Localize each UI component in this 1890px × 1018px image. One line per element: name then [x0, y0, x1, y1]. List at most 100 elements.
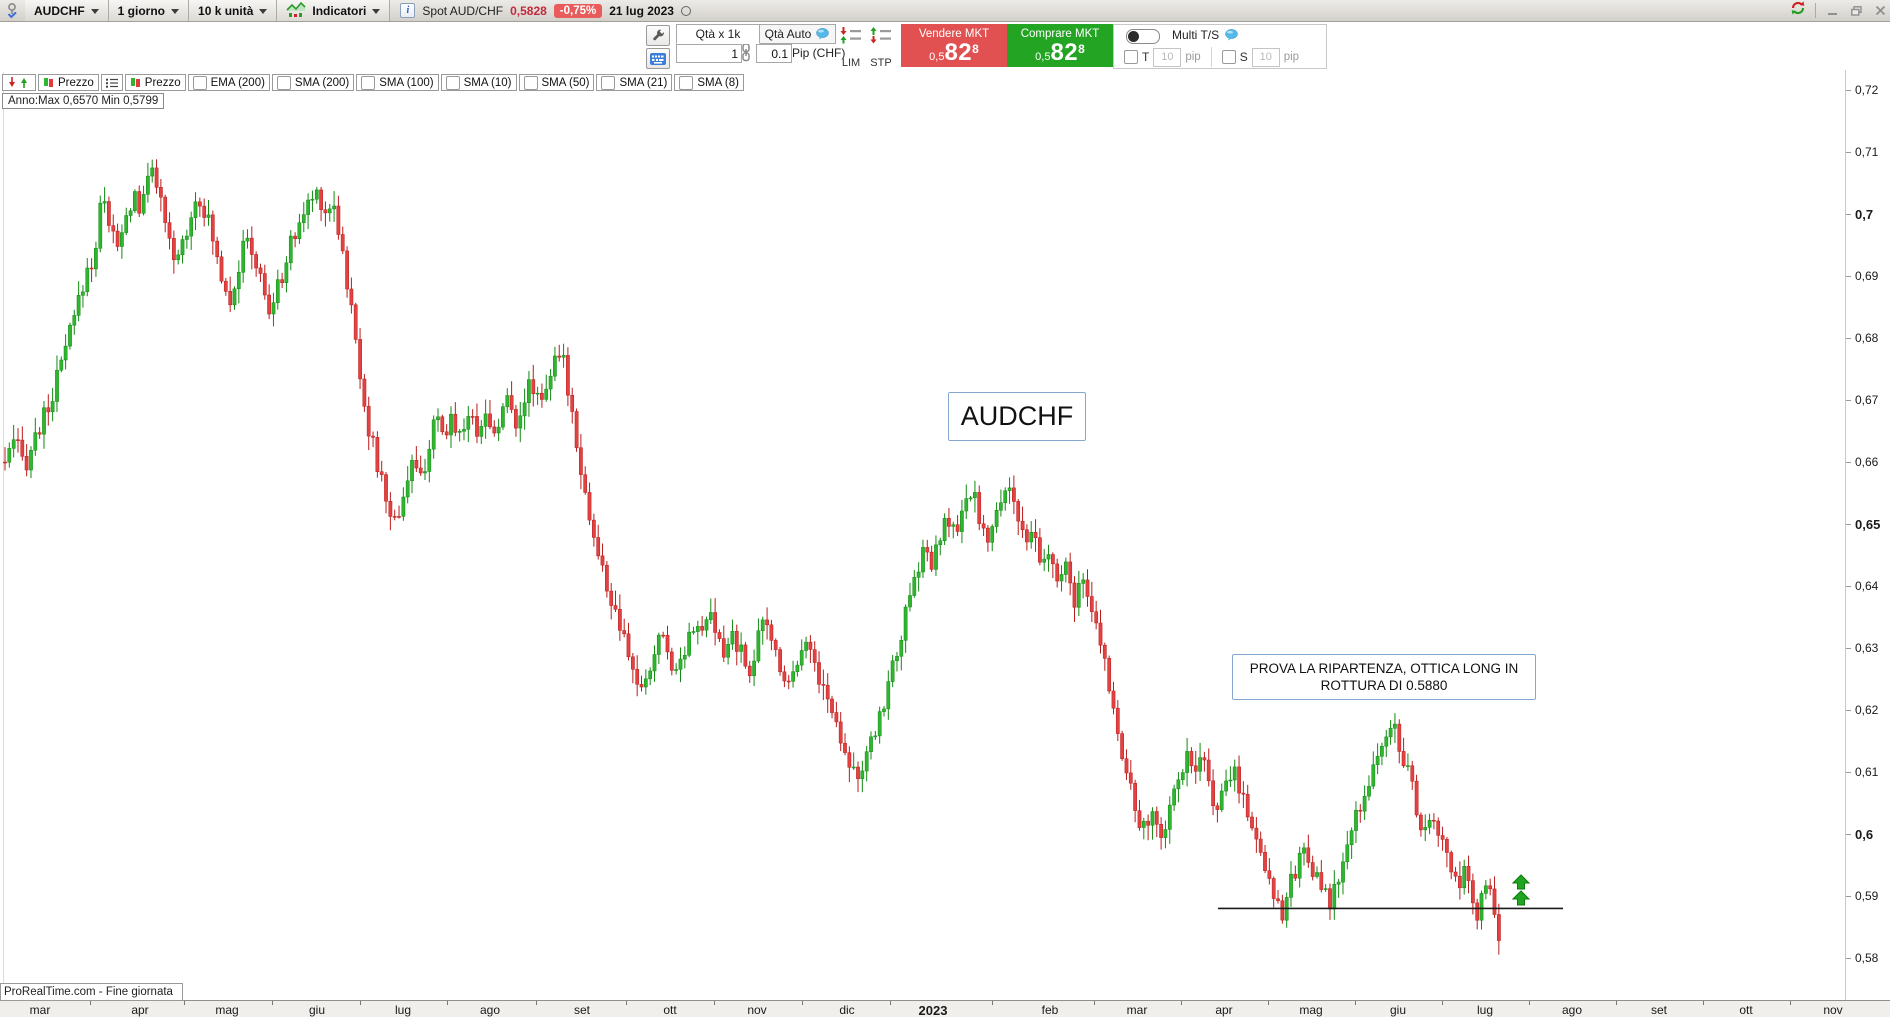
month-tick	[1441, 1001, 1443, 1005]
month-tick	[1267, 1001, 1269, 1005]
month-label: lug	[1476, 1003, 1494, 1017]
price-tick	[1846, 524, 1851, 525]
close-button[interactable]	[1872, 3, 1888, 18]
time-axis[interactable]: mar apr mag giu lug ago set ott nov dic 2023 feb mar…	[0, 1000, 1890, 1018]
spot-date: 21 lug 2023	[609, 3, 674, 18]
tab-quantity[interactable]: Qtà x 1k	[676, 24, 760, 44]
month-label: ott	[1739, 1003, 1753, 1017]
price-series-toggle-2[interactable]: Prezzo	[124, 74, 186, 91]
price-tick	[1846, 896, 1851, 897]
month-label: 2023	[918, 1003, 948, 1018]
price-series-toggle[interactable]: Prezzo	[38, 74, 99, 91]
sell-market-button[interactable]: Vendere MKT 0,5 82 8	[901, 24, 1007, 67]
pin-icon[interactable]	[0, 0, 25, 21]
link-icon[interactable]	[741, 43, 751, 67]
symbol-annotation[interactable]: AUDCHF	[948, 392, 1086, 441]
sync-icon[interactable]	[1789, 0, 1807, 21]
price-tick-label: 0,7	[1855, 207, 1874, 222]
pip-step-input[interactable]	[756, 44, 792, 63]
month-tick	[1180, 1001, 1182, 1005]
price-tick-label: 0,69	[1855, 269, 1879, 283]
price-tick-label: 0,66	[1855, 455, 1879, 469]
info-icon[interactable]: i	[400, 3, 416, 18]
stop-pip-input[interactable]	[1251, 47, 1280, 67]
indicator-toggle-sma21[interactable]: SMA (21)	[596, 74, 673, 91]
indicator-toggle-sma50[interactable]: SMA (50)	[518, 74, 595, 91]
symbol-dropdown[interactable]: AUDCHF	[25, 0, 109, 21]
month-label: apr	[131, 1003, 149, 1017]
target-label: T	[1142, 50, 1150, 64]
price-tick	[1846, 462, 1851, 463]
limit-order-button[interactable]: LIM	[836, 24, 866, 71]
candle-icon	[44, 78, 53, 87]
timeframe-dropdown[interactable]: 1 giorno	[108, 0, 190, 21]
tab-quantity-auto[interactable]: Qtà Auto	[758, 24, 836, 44]
restore-button[interactable]	[1848, 3, 1864, 18]
price-axis-separator	[1845, 70, 1846, 1001]
price-tick	[1846, 710, 1851, 711]
month-label: mar	[29, 1003, 51, 1017]
target-checkbox[interactable]	[1124, 50, 1138, 64]
toggle-knob	[1128, 31, 1139, 42]
buy-market-button[interactable]: Comprare MKT 0,5 82 8	[1007, 24, 1113, 67]
indicator-label: SMA (8)	[697, 76, 739, 89]
month-tick	[90, 1001, 91, 1005]
indicators-dropdown[interactable]: Indicatori	[277, 0, 391, 21]
multi-ts-toggle[interactable]	[1126, 29, 1160, 44]
price-tick	[1846, 276, 1851, 277]
sell-label: Vendere MKT	[918, 27, 990, 40]
indicator-label: SMA (200)	[294, 76, 350, 89]
list-button[interactable]	[100, 74, 123, 91]
month-tick	[890, 1001, 891, 1005]
minimize-button[interactable]	[1824, 3, 1840, 18]
trade-note-annotation[interactable]: PROVA LA RIPARTENZA, OTTICA LONG IN ROTT…	[1232, 654, 1536, 700]
units-dropdown[interactable]: 10 k unità	[189, 0, 278, 21]
stop-order-button[interactable]: STP	[866, 24, 896, 71]
title-bar: AUDCHF 1 giorno 10 k unità Indicatori	[0, 0, 1890, 22]
price-scale-arrows-button[interactable]	[2, 74, 36, 91]
checkbox-icon	[445, 75, 460, 90]
speech-bubble-icon	[816, 28, 830, 40]
list-icon	[105, 78, 118, 88]
price-tick-label: 0,58	[1855, 951, 1879, 965]
multi-ts-panel: Multi T/S T pip S	[1113, 24, 1327, 69]
indicator-label: EMA (200)	[210, 76, 265, 89]
month-tick	[360, 1001, 361, 1005]
indicator-toggle-sma10[interactable]: SMA (10)	[440, 74, 517, 91]
symbol-label: AUDCHF	[34, 3, 85, 18]
month-tick	[183, 1001, 185, 1005]
month-tick	[1528, 1001, 1530, 1005]
quantity-input[interactable]	[676, 44, 742, 63]
price-tick-label: 0,72	[1855, 83, 1879, 97]
keyboard-button[interactable]	[646, 48, 670, 69]
pip-currency-label: Pip (CHF)	[792, 46, 846, 60]
indicator-toggle-sma100[interactable]: SMA (100)	[356, 74, 439, 91]
month-label: lug	[394, 1003, 412, 1017]
indicator-label: SMA (100)	[379, 76, 434, 89]
target-pip-input[interactable]	[1153, 47, 1182, 67]
chevron-down-icon	[90, 8, 99, 14]
status-circle[interactable]	[680, 5, 691, 16]
indicator-toggle-ema200[interactable]: EMA (200)	[187, 74, 270, 91]
stp-label: STP	[870, 57, 892, 69]
settings-button[interactable]	[646, 25, 670, 46]
wrench-icon	[652, 29, 664, 41]
month-tick	[536, 1001, 537, 1005]
checkbox-icon	[601, 75, 616, 90]
month-label: nov	[747, 1003, 767, 1017]
month-label: mag	[1299, 1003, 1323, 1017]
indicator-toggle-sma200[interactable]: SMA (200)	[271, 74, 355, 91]
stop-checkbox[interactable]	[1221, 50, 1236, 64]
pip-unit-label: pip	[1283, 51, 1300, 63]
month-tick	[1615, 1001, 1617, 1005]
price-tick	[1846, 214, 1851, 215]
divider	[1815, 3, 1816, 18]
indicator-toggle-sma8[interactable]: SMA (8)	[674, 74, 744, 91]
buy-arrow-icon	[1511, 874, 1531, 890]
month-label: ago	[479, 1003, 501, 1017]
price-tick-label: 0,63	[1855, 641, 1879, 655]
price-tick	[1846, 772, 1851, 773]
